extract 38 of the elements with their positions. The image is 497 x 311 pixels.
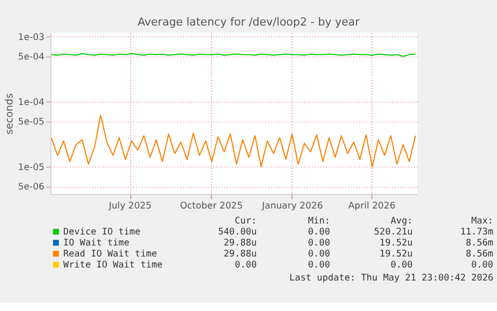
- x-tick-label: October 2025: [180, 200, 243, 212]
- y-tick-label: 5e-05: [18, 116, 45, 128]
- legend-label: IO Wait time: [63, 237, 130, 248]
- chart-title: Average latency for /dev/loop2 - by year: [138, 16, 360, 29]
- text: Last update: Thu May 21 23:00:42 2026: [289, 272, 494, 284]
- x-tick-label: July 2025: [108, 200, 152, 212]
- y-tick-label: 1e-03: [18, 32, 45, 43]
- y-tick-label: 5e-06: [18, 182, 45, 193]
- x-tick-label: January 2026: [261, 200, 324, 212]
- text: 0.00: [308, 259, 330, 270]
- y-tick-label: 1e-04: [18, 96, 45, 108]
- text: 11.73m: [460, 226, 494, 238]
- text: 0.00: [390, 259, 413, 270]
- y-axis-title: seconds: [4, 93, 16, 135]
- legend-label: Device IO time: [63, 226, 140, 238]
- text: Avg:: [390, 215, 413, 226]
- y-tick-label: 1e-05: [18, 162, 45, 174]
- text: 29.88u: [224, 237, 257, 248]
- text: Max:: [471, 215, 494, 226]
- text: 0.00: [471, 259, 494, 270]
- x-tick-label: April 2026: [348, 200, 396, 212]
- text: 0.00: [308, 237, 330, 248]
- text: 8.56m: [466, 237, 494, 248]
- text: 540.00u: [218, 226, 257, 238]
- text: 520.21u: [374, 226, 413, 238]
- text: Cur:: [234, 215, 257, 226]
- text: 19.52u: [380, 237, 413, 248]
- legend-label: Write IO Wait time: [63, 259, 163, 270]
- text: 0.00: [234, 259, 257, 270]
- y-tick-label: 5e-04: [18, 51, 45, 62]
- text: 19.52u: [380, 248, 413, 260]
- line-series: [50, 114, 416, 168]
- text: 0.00: [308, 248, 330, 260]
- legend-label: Read IO Wait time: [63, 248, 157, 260]
- text: 8.56m: [466, 248, 494, 260]
- text: 0.00: [308, 226, 330, 238]
- text: 29.88u: [224, 248, 257, 260]
- text: Min:: [308, 215, 330, 226]
